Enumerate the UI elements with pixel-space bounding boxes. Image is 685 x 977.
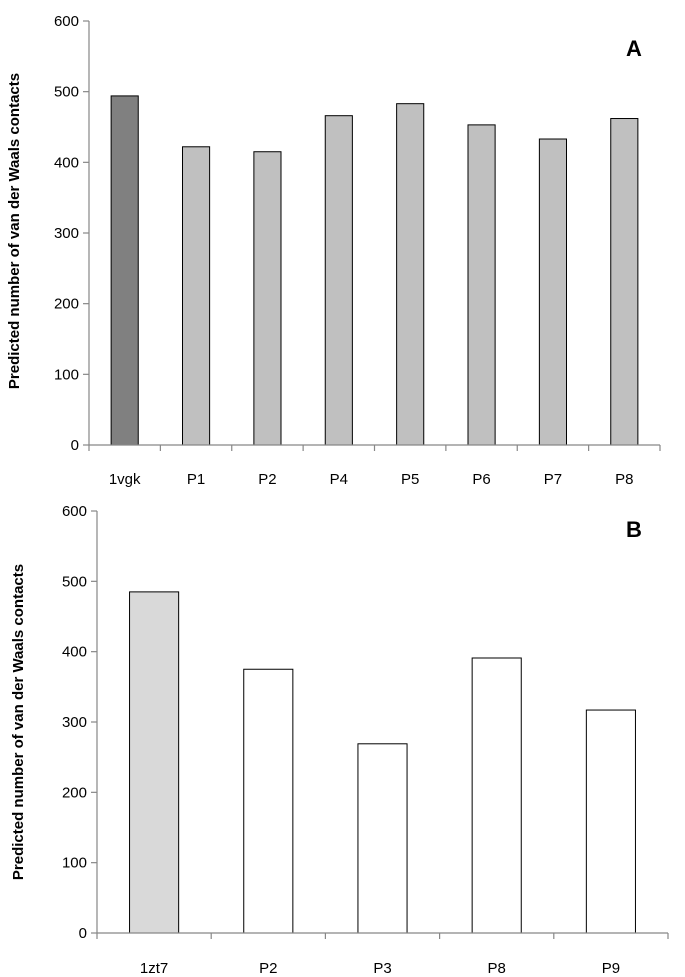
x-tick-label: P8 [488,960,506,977]
x-tick-label: P4 [330,471,348,488]
bar-p4 [324,115,353,446]
y-tick-label: 200 [62,784,87,801]
bar-p2 [243,668,294,934]
y-tick-label: 300 [62,714,87,731]
bar-p6 [467,124,496,446]
bar-p2 [253,151,282,446]
x-tick-label: P8 [615,471,633,488]
x-tick-label: 1zt7 [140,960,168,977]
x-tick-label: P5 [401,471,419,488]
bar-p5 [396,103,425,446]
x-tick-label: P9 [602,960,620,977]
panel-letter-b: B [626,517,642,542]
x-tick-label: P2 [258,471,276,488]
y-tick-label: 500 [62,573,87,590]
x-tick-label: P7 [544,471,562,488]
y-tick-label: 600 [54,13,79,30]
y-axis-label-a: Predicted number of van der Waals contac… [6,73,23,389]
y-tick-label: 100 [54,366,79,383]
y-axis-label-b: Predicted number of van der Waals contac… [10,564,27,880]
x-tick-label: P6 [472,471,490,488]
x-tick-label: P1 [187,471,205,488]
y-tick-label: 400 [62,644,87,661]
x-tick-label: 1vgk [109,471,141,488]
bar-p3 [357,743,408,934]
y-tick-label: 200 [54,296,79,313]
bar-1zt7 [129,591,180,934]
bar-1vgk [110,95,139,446]
x-tick-label: P2 [259,960,277,977]
bar-p7 [538,138,567,446]
bar-p9 [585,709,636,934]
y-tick-label: 500 [54,84,79,101]
chart-panel-b: B Predicted number of van der Waals cont… [10,503,669,977]
bar-p8 [610,118,639,446]
y-tick-label: 300 [54,225,79,242]
chart-panel-a: A Predicted number of van der Waals cont… [6,13,661,488]
y-tick-label: 400 [54,154,79,171]
y-tick-label: 100 [62,855,87,872]
bar-p1 [182,146,211,446]
y-tick-label: 600 [62,503,87,520]
y-tick-label: 0 [71,437,79,454]
panel-letter-a: A [626,36,642,61]
y-tick-label: 0 [79,925,87,942]
bar-p8 [471,657,522,934]
x-tick-label: P3 [373,960,391,977]
